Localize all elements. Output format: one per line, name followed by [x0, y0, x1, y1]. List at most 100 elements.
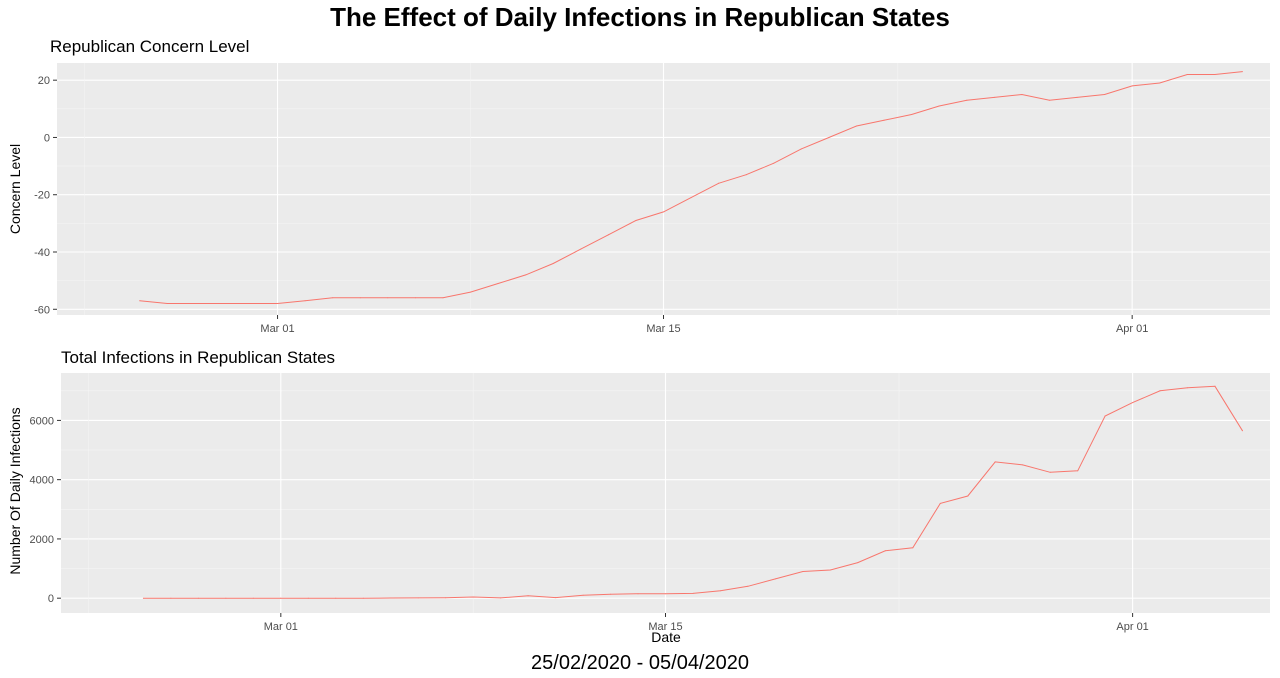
data-point: [883, 119, 885, 121]
data-point: [390, 597, 392, 599]
data-point: [665, 593, 666, 595]
data-point: [142, 597, 144, 599]
x-tick-label: Mar 15: [648, 621, 682, 633]
data-point: [497, 283, 499, 284]
y-tick-label: 0: [48, 593, 54, 605]
infections-series: [142, 385, 1243, 599]
chart-title: The Effect of Daily Infections in Republ…: [330, 2, 950, 32]
infections-y-axis-title: Number Of Daily Infections: [7, 407, 23, 574]
data-point: [718, 182, 720, 184]
infections-grid: [61, 373, 1270, 613]
data-point: [500, 597, 502, 599]
data-point: [1077, 470, 1079, 472]
data-point: [1131, 85, 1133, 87]
data-point: [774, 578, 776, 580]
data-point: [745, 174, 747, 176]
data-point: [1049, 471, 1051, 473]
data-point: [690, 197, 692, 199]
data-point: [828, 137, 830, 138]
data-point: [280, 597, 282, 599]
data-point: [225, 597, 227, 599]
data-point: [472, 596, 474, 598]
data-point: [525, 274, 527, 276]
data-point: [335, 597, 337, 599]
data-point: [802, 571, 804, 572]
y-tick-label: -60: [34, 304, 50, 316]
y-tick-label: 2000: [30, 534, 54, 546]
data-point: [1187, 387, 1189, 389]
data-point: [747, 585, 749, 587]
data-point: [1159, 82, 1161, 84]
data-point: [1186, 74, 1188, 75]
data-point: [417, 597, 419, 599]
concern-y-axis-title: Concern Level: [7, 144, 23, 234]
data-point: [1132, 402, 1134, 404]
data-point: [800, 148, 802, 150]
data-point: [194, 303, 196, 304]
y-tick-label: 4000: [30, 475, 54, 487]
data-point: [555, 597, 557, 599]
data-point: [1022, 464, 1024, 466]
data-point: [252, 597, 254, 599]
data-point: [580, 248, 582, 250]
y-tick-label: 6000: [30, 415, 54, 427]
data-point: [610, 593, 611, 595]
data-point: [1214, 385, 1216, 387]
data-point: [939, 502, 941, 504]
infections-y-axis: 0 2000 4000 6000: [30, 415, 61, 605]
data-point: [582, 594, 584, 596]
data-point: [470, 291, 471, 293]
data-point: [994, 461, 996, 463]
data-point: [249, 303, 251, 304]
data-point: [607, 234, 609, 236]
data-point: [967, 495, 969, 497]
data-point: [527, 595, 529, 597]
concern-series: [139, 71, 1243, 304]
data-point: [1159, 390, 1161, 392]
data-point: [552, 263, 554, 264]
data-point: [277, 303, 278, 304]
data-point: [857, 562, 859, 564]
data-point: [170, 597, 172, 599]
data-point: [635, 220, 637, 221]
x-tick-label: Apr 01: [1116, 621, 1148, 633]
data-point: [1214, 74, 1216, 75]
concern-chart-title: Republican Concern Level: [50, 37, 249, 56]
x-tick-label: Apr 01: [1116, 323, 1148, 335]
data-point: [166, 303, 168, 304]
data-point: [1049, 99, 1050, 101]
data-point: [197, 597, 199, 599]
y-tick-label: -20: [34, 190, 50, 202]
data-point: [993, 96, 995, 98]
data-point: [307, 597, 309, 599]
data-point: [829, 569, 831, 571]
data-point: [332, 297, 334, 299]
data-point: [911, 114, 913, 115]
data-point: [637, 593, 639, 595]
data-point: [773, 162, 775, 164]
y-tick-label: -40: [34, 247, 50, 259]
data-point: [966, 99, 968, 101]
data-point: [362, 597, 364, 599]
data-point: [359, 297, 361, 299]
infections-x-axis-title: Date: [651, 629, 681, 645]
data-point: [1021, 94, 1023, 95]
x-tick-label: Mar 15: [646, 323, 680, 335]
data-point: [912, 547, 914, 549]
data-point: [663, 211, 664, 213]
data-point: [442, 297, 444, 299]
y-tick-label: 0: [44, 132, 50, 144]
x-tick-label: Mar 01: [264, 621, 298, 633]
data-point: [304, 300, 306, 302]
data-point: [1241, 71, 1243, 73]
data-point: [1242, 430, 1243, 432]
data-point: [884, 550, 886, 552]
infections-x-axis: Mar 01 Mar 15 Apr 01: [264, 613, 1149, 633]
x-tick-label: Mar 01: [260, 323, 294, 335]
date-range-caption: 25/02/2020 - 05/04/2020: [531, 652, 749, 674]
y-tick-label: 20: [38, 75, 50, 87]
data-point: [720, 590, 721, 592]
data-point: [387, 297, 389, 299]
data-point: [1104, 94, 1106, 95]
